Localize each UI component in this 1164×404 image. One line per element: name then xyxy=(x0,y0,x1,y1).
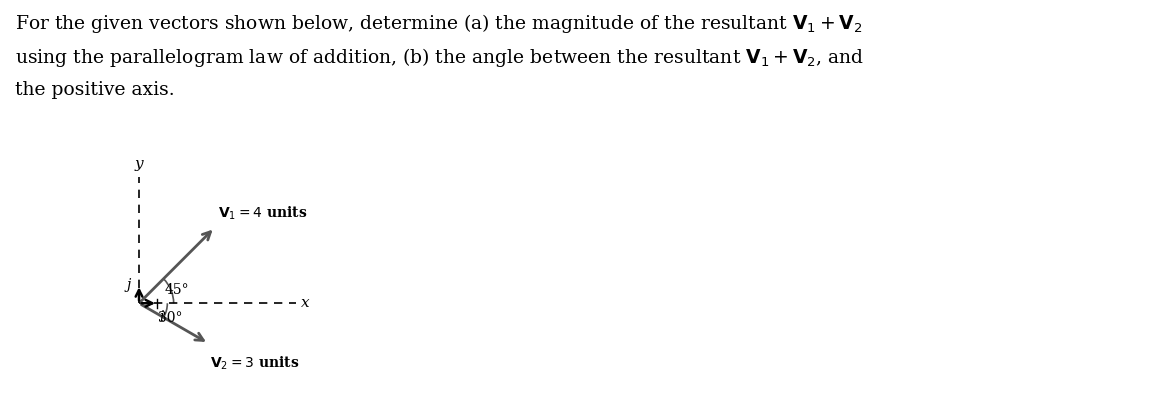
Text: x: x xyxy=(301,296,310,310)
Text: the positive axis.: the positive axis. xyxy=(15,81,175,99)
Text: j: j xyxy=(127,278,132,292)
Text: $\mathbf{V}_1 = 4$ units: $\mathbf{V}_1 = 4$ units xyxy=(218,204,307,222)
Text: y: y xyxy=(135,157,143,171)
Text: $\mathbf{V}_2 = 3$ units: $\mathbf{V}_2 = 3$ units xyxy=(211,354,299,372)
Text: i: i xyxy=(159,310,164,324)
Text: 30°: 30° xyxy=(158,311,183,325)
Text: 45°: 45° xyxy=(165,283,190,297)
Text: For the given vectors shown below, determine (a) the magnitude of the resultant : For the given vectors shown below, deter… xyxy=(15,12,863,35)
Text: using the parallelogram law of addition, (b) the angle between the resultant $\m: using the parallelogram law of addition,… xyxy=(15,46,865,69)
